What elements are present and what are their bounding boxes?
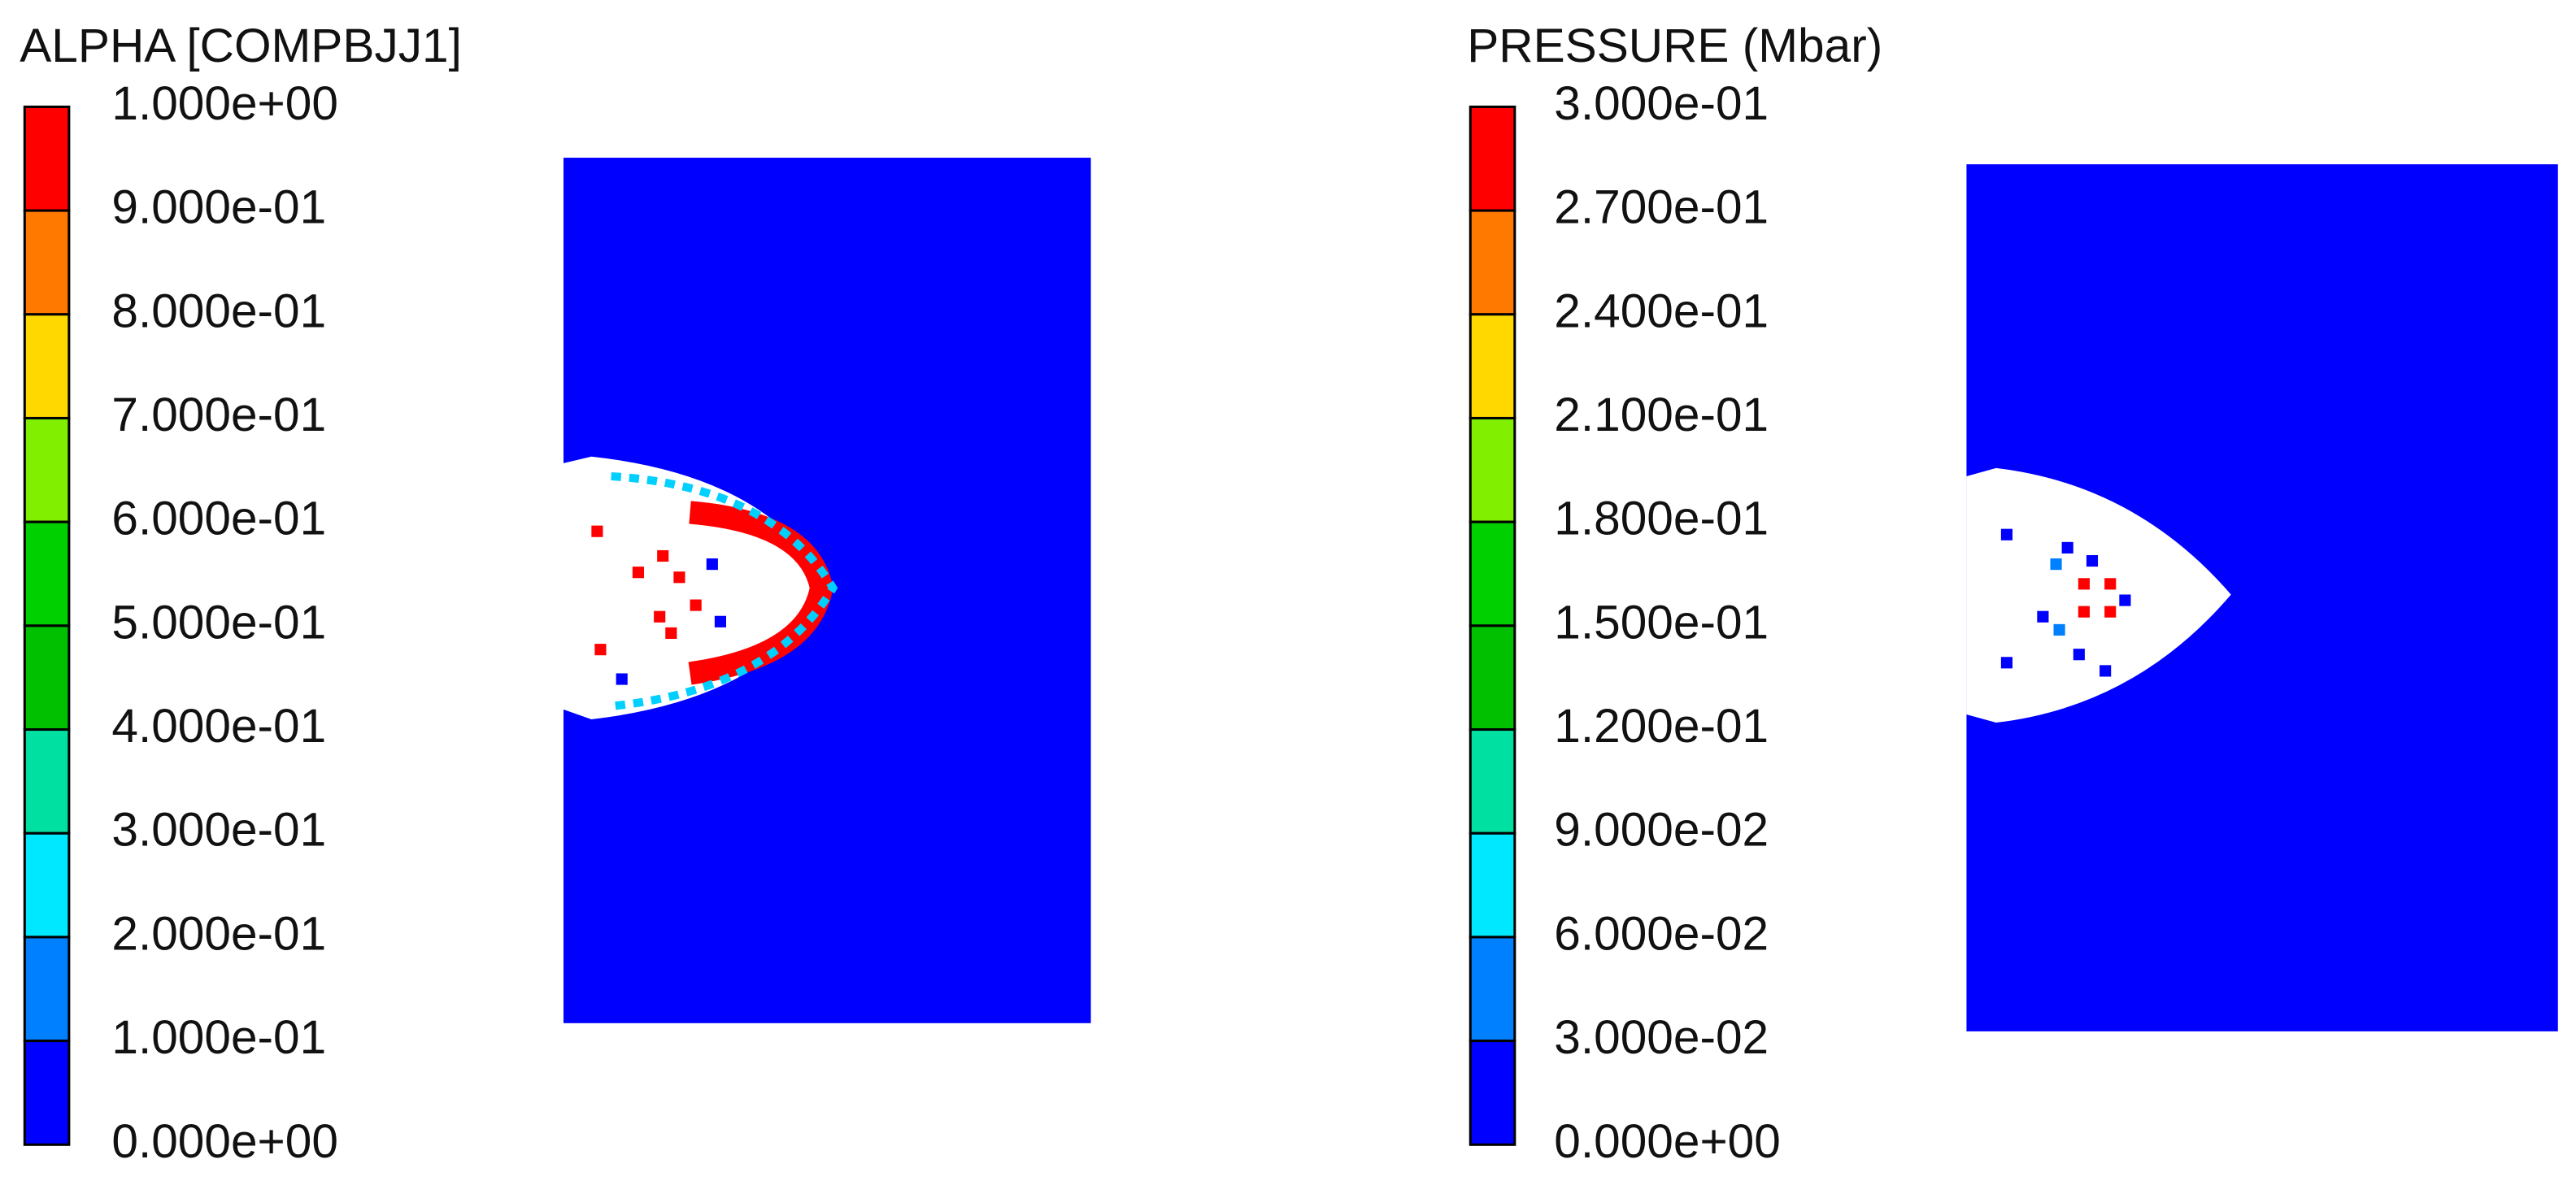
legend-swatch (23, 209, 71, 316)
legend-swatch (23, 105, 71, 212)
legend-swatch (1469, 728, 1516, 835)
legend-swatch (1469, 831, 1516, 939)
fragments-light (2050, 558, 2065, 636)
alpha-plot (564, 158, 1091, 1023)
legend-title: ALPHA [COMPBJJ1] (20, 20, 462, 72)
legend-swatch (1469, 520, 1516, 627)
legend-swatch (1469, 313, 1516, 419)
crater-edge (611, 471, 838, 710)
legend-label: 2.400e-01 (1554, 284, 1769, 337)
legend-label: 2.700e-01 (1554, 181, 1769, 234)
fragments (591, 525, 702, 656)
legend-label: 6.000e-01 (111, 493, 326, 545)
legend-label: 6.000e-02 (1554, 907, 1769, 960)
legend-label: 0.000e+00 (111, 1115, 338, 1168)
legend-label: 3.000e-01 (1554, 77, 1769, 130)
fragments-red (2078, 578, 2117, 618)
legend-swatch (23, 624, 71, 732)
legend-swatch (23, 936, 71, 1043)
fragments-blue (616, 558, 727, 685)
legend-swatch (1469, 624, 1516, 732)
legend-swatch (23, 1040, 71, 1146)
legend-swatch (23, 831, 71, 939)
legend-label: 2.000e-01 (111, 907, 326, 960)
legend-label: 1.000e+00 (111, 77, 338, 130)
legend-swatch (1469, 936, 1516, 1043)
fragments-blue (2000, 528, 2131, 677)
pressure-plot (1966, 164, 2558, 1031)
legend-label: 3.000e-01 (111, 804, 326, 857)
legend-label: 4.000e-01 (111, 700, 326, 753)
legend-label: 1.500e-01 (1554, 596, 1769, 649)
legend-label: 1.000e-01 (111, 1011, 326, 1064)
legend-swatch (23, 416, 71, 523)
legend-label: 2.100e-01 (1554, 389, 1769, 441)
legend-swatch (23, 520, 71, 627)
legend-label: 8.000e-01 (111, 284, 326, 337)
legend-swatch (23, 313, 71, 419)
legend-label: 1.200e-01 (1554, 700, 1769, 753)
legend-label: 3.000e-02 (1554, 1011, 1769, 1064)
legend-label: 5.000e-01 (111, 596, 326, 649)
legend-swatch (1469, 105, 1516, 212)
legend-label: 9.000e-01 (111, 181, 326, 234)
legend-swatch (1469, 209, 1516, 316)
legend-label: 7.000e-01 (111, 389, 326, 441)
legend-swatch (23, 728, 71, 835)
legend-label: 0.000e+00 (1554, 1115, 1781, 1168)
crater-rim (688, 501, 833, 685)
legend-swatch (1469, 1040, 1516, 1146)
legend-title: PRESSURE (Mbar) (1467, 20, 1882, 72)
legend-label: 1.800e-01 (1554, 493, 1769, 545)
cavity (1966, 467, 2231, 723)
legend-label: 9.000e-02 (1554, 804, 1769, 857)
legend-swatch (1469, 416, 1516, 523)
